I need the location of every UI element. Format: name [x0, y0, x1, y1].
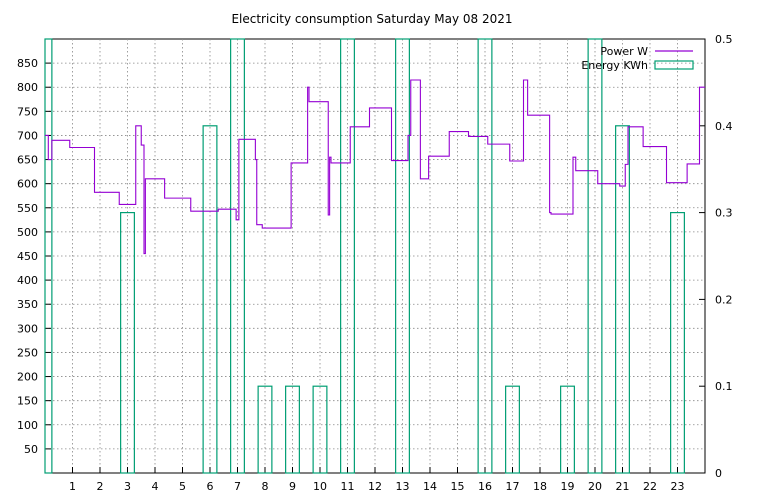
y-tick-label: 500	[17, 226, 38, 239]
y-tick-label: 700	[17, 129, 38, 142]
y-tick-label: 450	[17, 250, 38, 263]
series-layer	[44, 38, 705, 474]
x-tick-label: 12	[368, 480, 382, 493]
y-tick-label: 200	[17, 371, 38, 384]
y2-tick-label: 0.4	[715, 120, 733, 133]
legend-label: Power W	[600, 45, 648, 58]
y-tick-label: 600	[17, 178, 38, 191]
energy-bar	[670, 212, 685, 474]
x-tick-label: 7	[234, 480, 241, 493]
y2-tick-label: 0.2	[715, 293, 733, 306]
y2-tick-label: 0.3	[715, 207, 733, 220]
y-tick-label: 850	[17, 57, 38, 70]
y2-tick-label: 0.1	[715, 380, 733, 393]
x-tick-label: 18	[533, 480, 547, 493]
energy-bar	[120, 212, 135, 474]
x-tick-label: 20	[588, 480, 602, 493]
x-tick-label: 1	[69, 480, 76, 493]
y-tick-label: 250	[17, 346, 38, 359]
y2-tick-label: 0.5	[715, 33, 733, 46]
energy-bar	[615, 125, 630, 474]
x-tick-label: 8	[262, 480, 269, 493]
chart-title: Electricity consumption Saturday May 08 …	[231, 12, 512, 26]
y-tick-label: 550	[17, 202, 38, 215]
y-tick-label: 750	[17, 105, 38, 118]
y-axis: 50 100 150 200 250 300 350 400 450 500 550 600 650 70…	[17, 57, 51, 456]
energy-bar	[340, 38, 355, 474]
energy-bar	[505, 385, 520, 474]
x-tick-label: 17	[506, 480, 520, 493]
x-tick-label: 22	[643, 480, 657, 493]
y-tick-label: 300	[17, 322, 38, 335]
series-power-w	[45, 79, 705, 255]
y2-tick-label: 0	[715, 467, 722, 480]
energy-bar	[395, 38, 410, 474]
y2-axis: 0 0.1 0.2 0.3 0.4 0.5	[699, 33, 733, 480]
y-tick-label: 100	[17, 419, 38, 432]
x-tick-label: 9	[289, 480, 296, 493]
y-tick-label: 350	[17, 298, 38, 311]
y-tick-label: 50	[24, 443, 38, 456]
y-tick-label: 150	[17, 395, 38, 408]
energy-bar	[587, 38, 603, 474]
energy-bar	[44, 38, 53, 474]
energy-bar	[230, 38, 245, 474]
legend-label: Energy KWh	[581, 59, 648, 72]
x-tick-label: 19	[561, 480, 575, 493]
legend-swatch-energy	[654, 60, 694, 70]
energy-bar	[312, 385, 328, 474]
x-tick-label: 11	[341, 480, 355, 493]
energy-bar	[202, 125, 218, 474]
x-tick-label: 21	[616, 480, 630, 493]
grid-lines	[45, 39, 705, 473]
energy-bar	[477, 38, 493, 474]
series-energy-kwh	[44, 38, 685, 474]
x-tick-label: 6	[207, 480, 214, 493]
x-tick-label: 3	[124, 480, 131, 493]
energy-bar	[285, 385, 300, 474]
y-tick-label: 650	[17, 154, 38, 167]
x-tick-label: 5	[179, 480, 186, 493]
energy-bar	[257, 385, 273, 474]
x-tick-label: 23	[671, 480, 685, 493]
y-tick-label: 400	[17, 274, 38, 287]
x-tick-label: 16	[478, 480, 492, 493]
x-tick-label: 10	[313, 480, 327, 493]
x-axis: 1 2 3 4 5 6 7 8 9 10 11 12 13 14 15 16 17 18 19 20 21 22 23	[69, 467, 685, 493]
x-tick-label: 15	[451, 480, 465, 493]
x-tick-label: 4	[152, 480, 159, 493]
x-tick-label: 2	[97, 480, 104, 493]
y-tick-label: 800	[17, 81, 38, 94]
x-tick-label: 13	[396, 480, 410, 493]
x-tick-label: 14	[423, 480, 437, 493]
energy-bar	[560, 385, 575, 474]
